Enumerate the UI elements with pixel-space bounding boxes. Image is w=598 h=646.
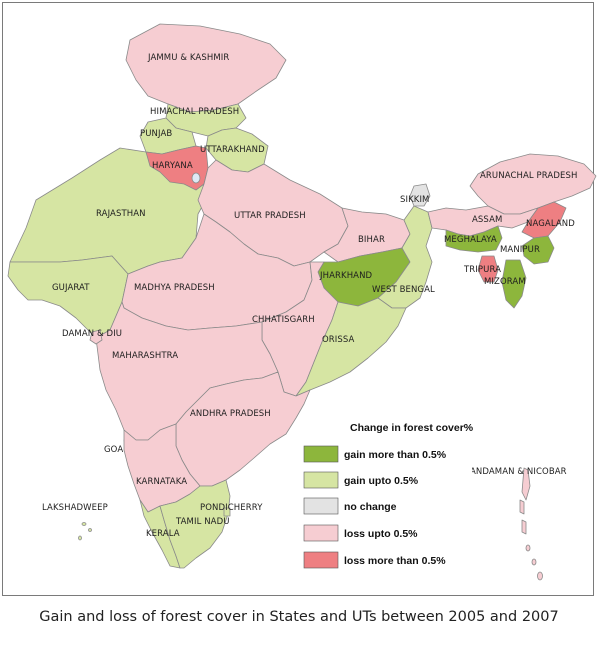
state-mizoram (501, 259, 527, 309)
andaman-island (521, 519, 527, 535)
label-madhya-pradesh: MADHYA PRADESH (134, 283, 215, 293)
label-sikkim: SIKKIM (400, 195, 430, 205)
state-sikkim (409, 183, 431, 207)
state-tamil-nadu (159, 479, 231, 569)
label-maharashtra: MAHARASHTRA (112, 351, 178, 361)
label-uttar-pradesh: UTTAR PRADESH (234, 211, 306, 221)
label-karnataka: KARNATAKA (136, 477, 187, 487)
state-lakshadweep-group (78, 522, 92, 541)
label-andhra-pradesh: ANDHRA PRADESH (190, 409, 271, 419)
legend: Change in forest cover% gain more than 0… (302, 414, 474, 580)
label-daman-diu: DAMAN & DIU (62, 329, 122, 339)
nicobar-island (537, 571, 543, 581)
label-gujarat: GUJARAT (52, 283, 90, 293)
state-daman-diu (89, 329, 103, 345)
lakshadweep-island (78, 535, 82, 541)
state-andaman-nicobar-group (519, 467, 543, 581)
label-tripura: TRIPURA (463, 265, 501, 275)
label-orissa: ORISSA (322, 335, 355, 345)
label-lakshadweep: LAKSHADWEEP (42, 503, 108, 513)
legend-swatch (303, 445, 339, 463)
state-tripura (477, 255, 499, 283)
label-arunachal: ARUNACHAL PRADESH (480, 171, 577, 181)
legend-swatch (303, 551, 339, 569)
map-caption: Gain and loss of forest cover in States … (39, 609, 559, 625)
label-rajasthan: RAJASTHAN (96, 209, 146, 219)
label-meghalaya: MEGHALAYA (444, 235, 497, 245)
legend-label: loss more than 0.5% (344, 555, 446, 567)
legend-label: loss upto 0.5% (344, 528, 418, 540)
nicobar-island (525, 544, 531, 552)
state-labels: JAMMU & KASHMIR HIMACHAL PRADESH PUNJAB … (42, 53, 577, 539)
andaman-island (521, 467, 531, 501)
label-chhattisgarh: CHHATISGARH (252, 315, 315, 325)
state-arunachal (469, 153, 597, 215)
legend-item-loss-upto: loss upto 0.5% (303, 524, 418, 542)
nicobar-island (531, 558, 537, 566)
legend-swatch (303, 524, 339, 542)
legend-item-loss-more: loss more than 0.5% (303, 551, 446, 569)
state-gujarat (7, 255, 129, 339)
delhi-marker (191, 172, 201, 184)
legend-item-gain-more: gain more than 0.5% (303, 445, 447, 463)
legend-label: gain more than 0.5% (344, 449, 447, 461)
india-forest-map: JAMMU & KASHMIR HIMACHAL PRADESH PUNJAB … (7, 23, 597, 581)
label-assam: ASSAM (472, 215, 502, 225)
legend-label: no change (344, 501, 397, 513)
label-pondicherry: PONDICHERRY (200, 503, 263, 513)
label-haryana: HARYANA (152, 161, 193, 171)
lakshadweep-island (88, 528, 92, 532)
label-kerala: KERALA (146, 529, 180, 539)
legend-label: gain upto 0.5% (344, 475, 419, 487)
label-bihar: BIHAR (358, 235, 385, 245)
andaman-island (519, 499, 525, 515)
state-meghalaya (445, 225, 503, 253)
state-manipur (521, 235, 555, 265)
lakshadweep-island (81, 522, 87, 526)
label-goa: GOA (104, 445, 123, 455)
label-punjab: PUNJAB (140, 129, 172, 139)
label-nagaland: NAGALAND (526, 219, 575, 229)
state-pondicherry (223, 507, 231, 517)
label-manipur: MANIPUR (500, 245, 540, 255)
label-uttarakhand: UTTARAKHAND (200, 145, 265, 155)
label-himachal: HIMACHAL PRADESH (150, 107, 239, 117)
legend-item-gain-upto: gain upto 0.5% (303, 471, 419, 489)
legend-swatch (303, 471, 339, 489)
label-mizoram: MIZORAM (484, 277, 526, 287)
state-jammu-kashmir (125, 23, 287, 113)
label-jammu-kashmir: JAMMU & KASHMIR (147, 53, 229, 63)
label-andaman-nicobar: ANDAMAN & NICOBAR (470, 467, 567, 477)
legend-title: Change in forest cover% (350, 422, 474, 434)
label-jharkhand: JHARKHAND (319, 271, 373, 281)
label-tamil-nadu: TAMIL NADU (175, 517, 230, 527)
legend-swatch (303, 497, 339, 515)
state-orissa (295, 297, 407, 397)
label-west-bengal: WEST BENGAL (372, 285, 435, 295)
legend-item-no-change: no change (303, 497, 397, 515)
